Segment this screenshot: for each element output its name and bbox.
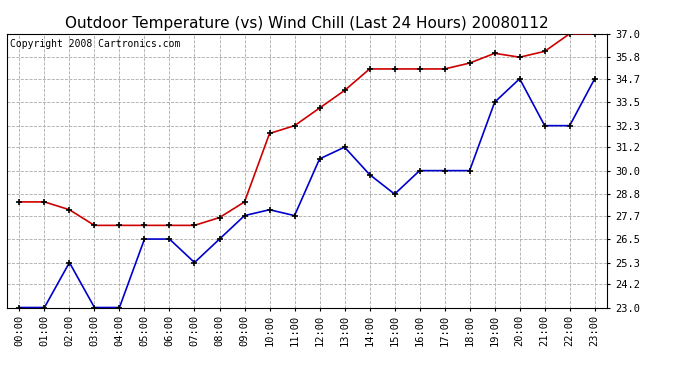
Title: Outdoor Temperature (vs) Wind Chill (Last 24 Hours) 20080112: Outdoor Temperature (vs) Wind Chill (Las… xyxy=(66,16,549,31)
Text: Copyright 2008 Cartronics.com: Copyright 2008 Cartronics.com xyxy=(10,39,180,49)
